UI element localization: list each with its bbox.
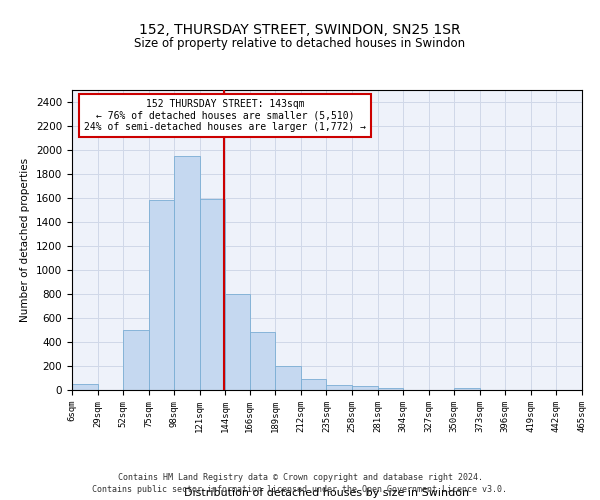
- X-axis label: Distribution of detached houses by size in Swindon: Distribution of detached houses by size …: [184, 488, 470, 498]
- Y-axis label: Number of detached properties: Number of detached properties: [20, 158, 31, 322]
- Bar: [200, 199, 226, 390]
- Bar: [275, 366, 301, 390]
- Text: 152 THURSDAY STREET: 143sqm
← 76% of detached houses are smaller (5,510)
24% of : 152 THURSDAY STREET: 143sqm ← 76% of det…: [84, 99, 366, 132]
- Bar: [454, 388, 480, 390]
- Bar: [123, 330, 149, 390]
- Bar: [72, 384, 98, 390]
- Text: Contains public sector information licensed under the Open Government Licence v3: Contains public sector information licen…: [92, 485, 508, 494]
- Bar: [301, 379, 326, 390]
- Text: 152, THURSDAY STREET, SWINDON, SN25 1SR: 152, THURSDAY STREET, SWINDON, SN25 1SR: [139, 22, 461, 36]
- Bar: [250, 332, 275, 390]
- Bar: [377, 388, 403, 390]
- Bar: [149, 200, 174, 390]
- Bar: [352, 386, 377, 390]
- Bar: [326, 385, 352, 390]
- Bar: [174, 156, 200, 390]
- Bar: [226, 294, 250, 390]
- Text: Contains HM Land Registry data © Crown copyright and database right 2024.: Contains HM Land Registry data © Crown c…: [118, 472, 482, 482]
- Text: Size of property relative to detached houses in Swindon: Size of property relative to detached ho…: [134, 38, 466, 51]
